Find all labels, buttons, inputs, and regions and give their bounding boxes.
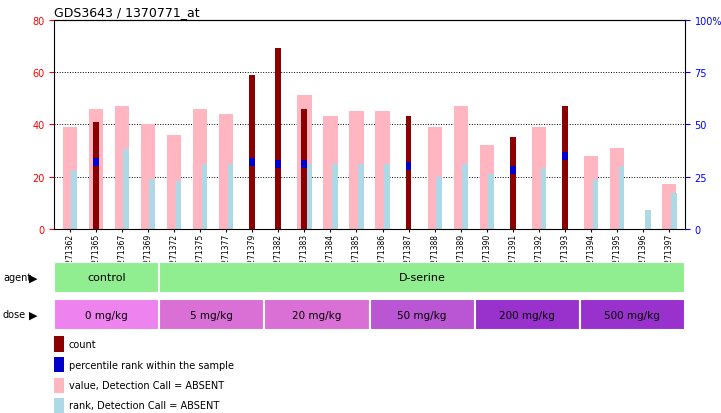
Text: percentile rank within the sample: percentile rank within the sample (68, 360, 234, 370)
Bar (428, 128, 442, 229)
Bar (541, 169, 547, 229)
Bar (249, 159, 255, 166)
Text: control: control (87, 273, 126, 283)
Bar (301, 161, 307, 169)
Text: 200 mg/kg: 200 mg/kg (500, 310, 555, 320)
Bar (54, 398, 64, 413)
Text: dose: dose (3, 310, 26, 320)
Bar (115, 107, 129, 229)
Bar (219, 114, 234, 229)
Text: D-serine: D-serine (399, 273, 446, 283)
Text: GDS3643 / 1370771_at: GDS3643 / 1370771_at (54, 6, 200, 19)
Bar (149, 179, 155, 229)
Bar (71, 171, 77, 229)
Bar (462, 164, 468, 229)
Bar (249, 76, 255, 229)
Bar (265, 299, 369, 330)
Bar (175, 181, 181, 229)
Text: rank, Detection Call = ABSENT: rank, Detection Call = ABSENT (68, 400, 219, 411)
Text: ▶: ▶ (29, 310, 37, 320)
Bar (332, 164, 337, 229)
Bar (562, 152, 568, 160)
Bar (93, 122, 99, 229)
Bar (488, 175, 494, 229)
Bar (89, 109, 103, 229)
Bar (580, 299, 685, 330)
Bar (349, 112, 363, 229)
Bar (406, 117, 412, 229)
Bar (54, 299, 159, 330)
Bar (479, 146, 494, 229)
Bar (54, 378, 64, 393)
Bar (275, 161, 281, 169)
Text: ▶: ▶ (29, 273, 37, 282)
Bar (376, 112, 390, 229)
Bar (584, 156, 598, 229)
Bar (159, 262, 685, 293)
Text: 500 mg/kg: 500 mg/kg (604, 310, 660, 320)
Bar (358, 164, 364, 229)
Bar (532, 128, 546, 229)
Bar (610, 148, 624, 229)
Text: 0 mg/kg: 0 mg/kg (85, 310, 128, 320)
Bar (384, 164, 390, 229)
Bar (193, 109, 207, 229)
Bar (63, 128, 77, 229)
Bar (228, 164, 234, 229)
Bar (662, 185, 676, 229)
Text: value, Detection Call = ABSENT: value, Detection Call = ABSENT (68, 380, 224, 390)
Text: 20 mg/kg: 20 mg/kg (292, 310, 342, 320)
Bar (123, 150, 129, 229)
Bar (593, 179, 598, 229)
Bar (93, 159, 99, 166)
Bar (369, 299, 474, 330)
Bar (54, 262, 159, 293)
Bar (54, 357, 64, 373)
Bar (297, 96, 311, 229)
Text: agent: agent (3, 273, 31, 282)
Bar (406, 163, 412, 171)
Bar (562, 107, 568, 229)
Bar (645, 211, 650, 229)
Bar (301, 109, 307, 229)
Bar (167, 135, 181, 229)
Bar (159, 299, 265, 330)
Bar (54, 337, 64, 352)
Bar (275, 49, 281, 229)
Bar (510, 138, 516, 229)
Bar (202, 164, 208, 229)
Bar (619, 166, 624, 229)
Bar (454, 107, 468, 229)
Bar (306, 164, 311, 229)
Bar (436, 177, 442, 229)
Bar (510, 167, 516, 175)
Bar (671, 194, 676, 229)
Bar (474, 299, 580, 330)
Bar (323, 117, 337, 229)
Text: count: count (68, 339, 97, 349)
Text: 5 mg/kg: 5 mg/kg (190, 310, 233, 320)
Text: 50 mg/kg: 50 mg/kg (397, 310, 447, 320)
Bar (141, 125, 155, 229)
